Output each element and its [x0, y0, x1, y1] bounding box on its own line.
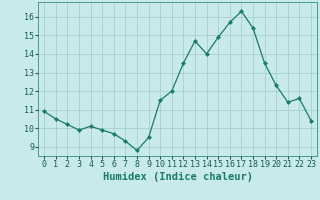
X-axis label: Humidex (Indice chaleur): Humidex (Indice chaleur)	[103, 172, 252, 182]
